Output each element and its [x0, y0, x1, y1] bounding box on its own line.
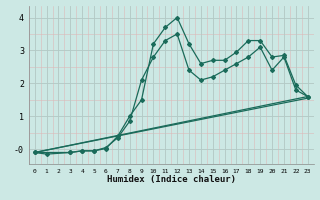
- X-axis label: Humidex (Indice chaleur): Humidex (Indice chaleur): [107, 175, 236, 184]
